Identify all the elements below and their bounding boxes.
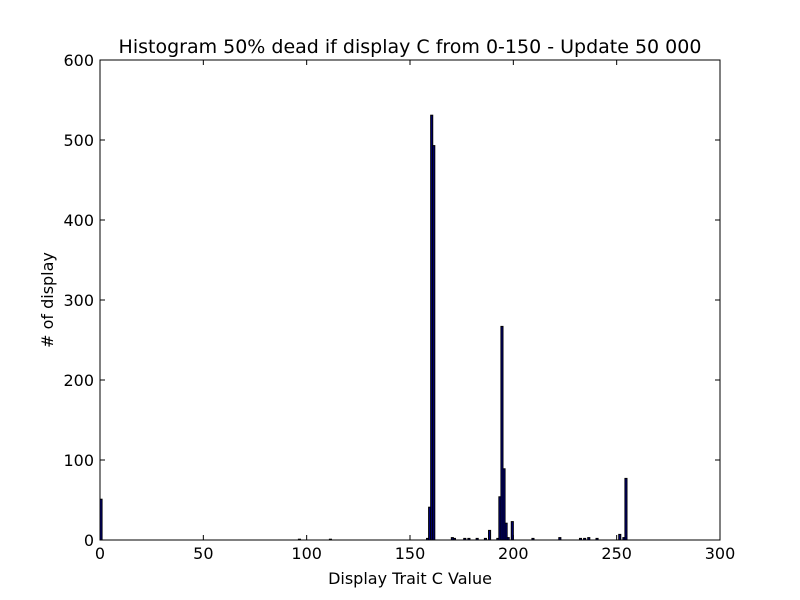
ticks-layer: 0 50 100 150 200 250 300 0 100 200 300 400 500 600: [63, 51, 735, 563]
histogram-bar: [488, 529, 492, 541]
x-tick-label: 300: [705, 544, 736, 563]
x-tick-label: 0: [95, 544, 105, 563]
y-tick-label: 500: [63, 131, 94, 150]
x-tick-label: 100: [291, 544, 322, 563]
x-tick-label: 150: [395, 544, 426, 563]
y-tick-label: 300: [63, 291, 94, 310]
y-tick-label: 600: [63, 51, 94, 70]
histogram-bar: [618, 533, 622, 541]
x-tick-label: 250: [601, 544, 632, 563]
y-tick-label: 400: [63, 211, 94, 230]
histogram-bar: [432, 145, 436, 541]
chart-title: Histogram 50% dead if display C from 0-1…: [119, 36, 702, 58]
y-tick-label: 200: [63, 371, 94, 390]
x-tick-label: 50: [193, 544, 213, 563]
x-axis-label: Display Trait C Value: [328, 569, 492, 588]
y-tick-label: 0: [84, 531, 94, 550]
histogram-bar: [624, 477, 628, 541]
y-tick-label: 100: [63, 451, 94, 470]
y-axis-label: # of display: [38, 252, 57, 348]
x-tick-label: 200: [498, 544, 529, 563]
